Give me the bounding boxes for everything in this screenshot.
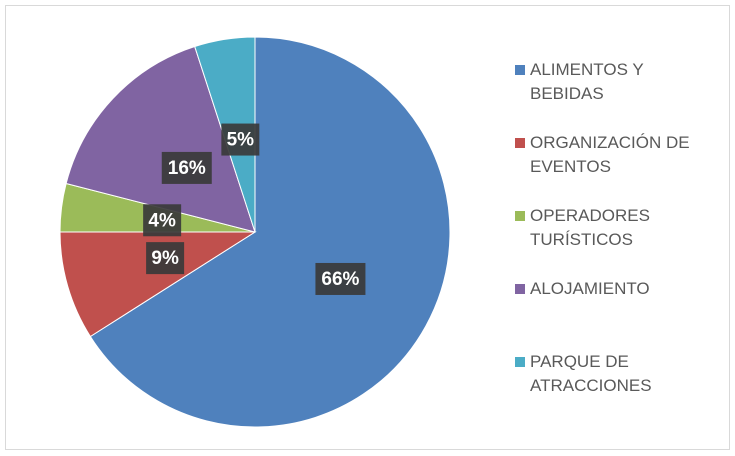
legend-swatch	[515, 138, 525, 148]
legend-swatch	[515, 211, 525, 221]
data-label: 66%	[315, 262, 366, 295]
data-label-box	[146, 242, 185, 275]
pie-slice	[65, 45, 256, 233]
data-label-box	[221, 123, 260, 156]
data-label: 9%	[146, 242, 185, 275]
data-label-text: 5%	[227, 130, 255, 151]
data-label-text: 4%	[148, 210, 176, 231]
legend-item: PARQUE DE ATRACCIONES	[515, 350, 715, 423]
legend-swatch	[515, 65, 525, 75]
data-label: 5%	[221, 123, 260, 156]
pie-slice	[89, 36, 451, 428]
legend-label: ORGANIZACIÓN DE EVENTOS	[530, 133, 690, 176]
legend-swatch	[515, 357, 525, 367]
legend-label: PARQUE DE ATRACCIONES	[530, 352, 652, 395]
legend-item: ALOJAMIENTO	[515, 277, 715, 350]
legend-label: ALOJAMIENTO	[530, 279, 650, 298]
data-label-box	[143, 204, 182, 237]
legend-swatch	[515, 284, 525, 294]
pie-slice	[59, 231, 257, 338]
data-label-text: 16%	[168, 158, 206, 179]
data-label-text: 9%	[151, 248, 179, 269]
legend: ALIMENTOS Y BEBIDAS ORGANIZACIÓN DE EVENT…	[515, 58, 715, 423]
data-label-box	[161, 151, 212, 184]
legend-item: OPERADORES TURÍSTICOS	[515, 204, 715, 277]
legend-item: ALIMENTOS Y BEBIDAS	[515, 58, 715, 131]
data-label-box	[315, 262, 366, 295]
legend-label: ALIMENTOS Y BEBIDAS	[530, 60, 644, 103]
data-label: 4%	[143, 204, 182, 237]
data-label-text: 66%	[321, 269, 359, 290]
data-label: 16%	[161, 151, 212, 184]
legend-item: ORGANIZACIÓN DE EVENTOS	[515, 131, 715, 204]
legend-label: OPERADORES TURÍSTICOS	[530, 206, 650, 249]
